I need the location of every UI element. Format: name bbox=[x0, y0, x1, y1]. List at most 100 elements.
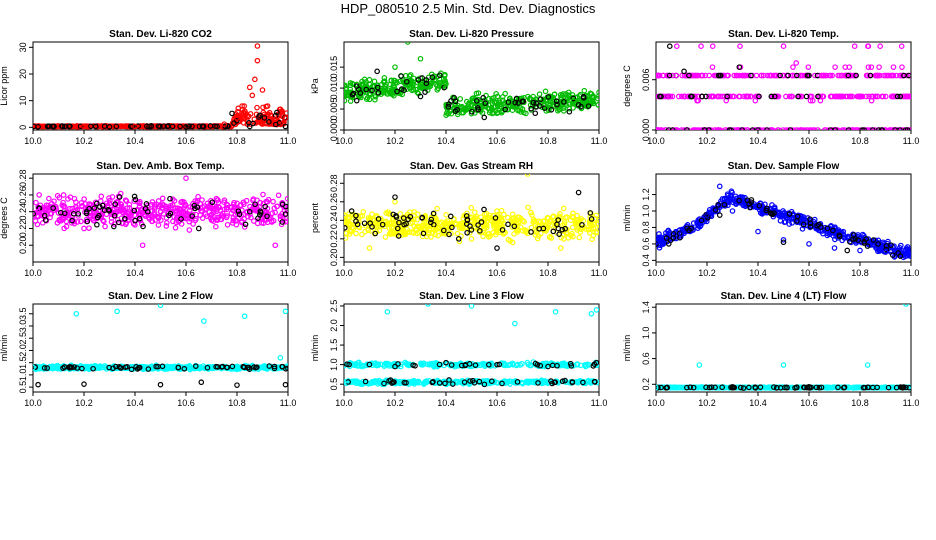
x-tick-label: 11.0 bbox=[280, 398, 297, 408]
subset-point bbox=[703, 93, 709, 100]
data-point bbox=[434, 205, 440, 212]
data-point bbox=[438, 219, 445, 225]
data-point bbox=[767, 72, 774, 79]
subset-point bbox=[106, 124, 113, 130]
y-tick-label: 2.5 bbox=[18, 332, 28, 345]
data-point bbox=[848, 127, 855, 130]
data-point bbox=[421, 215, 428, 222]
data-point bbox=[344, 235, 349, 241]
data-point bbox=[406, 229, 413, 235]
data-point bbox=[685, 93, 692, 100]
data-point bbox=[519, 360, 525, 367]
subset-point bbox=[122, 215, 128, 222]
x-tick-label: 10.6 bbox=[177, 398, 195, 408]
data-point bbox=[34, 221, 41, 228]
data-point bbox=[691, 93, 697, 100]
data-point bbox=[241, 313, 248, 320]
data-point bbox=[426, 361, 433, 368]
data-point bbox=[550, 213, 557, 220]
data-point bbox=[852, 127, 859, 130]
y-tick-label: 1.0 bbox=[641, 205, 651, 218]
data-point bbox=[866, 93, 872, 100]
data-point bbox=[101, 218, 107, 225]
y-tick-label: 0.5 bbox=[329, 378, 339, 391]
subset-point bbox=[50, 205, 57, 211]
x-tick-label: 10.0 bbox=[24, 136, 42, 146]
y-tick-label: 0.4 bbox=[641, 254, 651, 267]
subset-point bbox=[530, 99, 537, 106]
x-tick-label: 10.2 bbox=[386, 268, 404, 278]
data-point bbox=[742, 72, 748, 79]
subset-point bbox=[236, 211, 243, 218]
y-tick-label: 0.000 bbox=[641, 119, 651, 142]
data-point bbox=[729, 208, 736, 214]
data-point bbox=[783, 93, 789, 100]
data-point bbox=[708, 127, 714, 130]
data-point bbox=[903, 93, 909, 100]
subset-point bbox=[66, 364, 73, 371]
data-point bbox=[366, 76, 373, 83]
subset-point bbox=[748, 199, 755, 205]
data-point bbox=[810, 127, 816, 130]
data-point bbox=[905, 246, 911, 253]
data-point bbox=[698, 43, 704, 49]
plot-title: Stan. Dev. Gas Stream RH bbox=[410, 161, 533, 172]
subset-point bbox=[401, 87, 407, 93]
data-point bbox=[570, 214, 577, 221]
subset-point bbox=[657, 93, 663, 100]
x-tick-label: 11.0 bbox=[903, 136, 920, 146]
subset-point bbox=[379, 221, 386, 228]
data-point bbox=[780, 127, 786, 130]
data-point bbox=[593, 307, 599, 313]
subset-point bbox=[196, 123, 203, 130]
subset-point bbox=[472, 362, 479, 368]
subset-point bbox=[879, 127, 885, 130]
data-point bbox=[737, 43, 743, 49]
subset-point bbox=[132, 217, 139, 224]
data-point bbox=[155, 214, 162, 221]
subset-point bbox=[246, 208, 253, 215]
data-point bbox=[883, 72, 889, 79]
subset-point bbox=[665, 127, 672, 130]
data-point bbox=[758, 72, 765, 79]
subset-point bbox=[553, 98, 560, 105]
y-tick-label: 0.006 bbox=[641, 68, 651, 91]
subset-point bbox=[218, 364, 225, 370]
subset-point bbox=[554, 362, 560, 369]
y-tick-label: 2.0 bbox=[18, 344, 28, 357]
data-point bbox=[786, 93, 793, 100]
subset-point bbox=[883, 246, 889, 253]
data-point bbox=[387, 88, 394, 95]
x-tick-label: 10.4 bbox=[749, 398, 767, 408]
subset-point bbox=[199, 123, 206, 130]
data-point bbox=[381, 75, 388, 81]
subset-point bbox=[246, 123, 253, 130]
subset-point bbox=[715, 202, 721, 208]
subset-point bbox=[656, 241, 659, 247]
data-point bbox=[877, 43, 883, 49]
data-point bbox=[842, 127, 848, 130]
data-point bbox=[695, 127, 702, 130]
subset-point bbox=[824, 225, 831, 232]
subset-point bbox=[559, 378, 566, 385]
subset-point bbox=[42, 217, 49, 223]
data-point bbox=[660, 241, 667, 247]
data-point bbox=[736, 72, 743, 79]
subset-point bbox=[588, 216, 595, 222]
data-point bbox=[872, 93, 879, 100]
subset-point bbox=[540, 225, 547, 232]
data-point bbox=[270, 198, 276, 205]
subset-point bbox=[847, 238, 853, 245]
data-point bbox=[117, 201, 124, 207]
subset-point bbox=[593, 359, 599, 366]
data-point bbox=[69, 123, 75, 130]
subset-point bbox=[533, 104, 539, 110]
data-point bbox=[155, 222, 162, 228]
data-point bbox=[565, 89, 572, 96]
subset-point bbox=[815, 93, 821, 100]
data-point bbox=[78, 200, 85, 206]
data-point bbox=[35, 208, 41, 215]
data-point bbox=[372, 360, 379, 366]
x-tick-label: 10.2 bbox=[75, 398, 93, 408]
